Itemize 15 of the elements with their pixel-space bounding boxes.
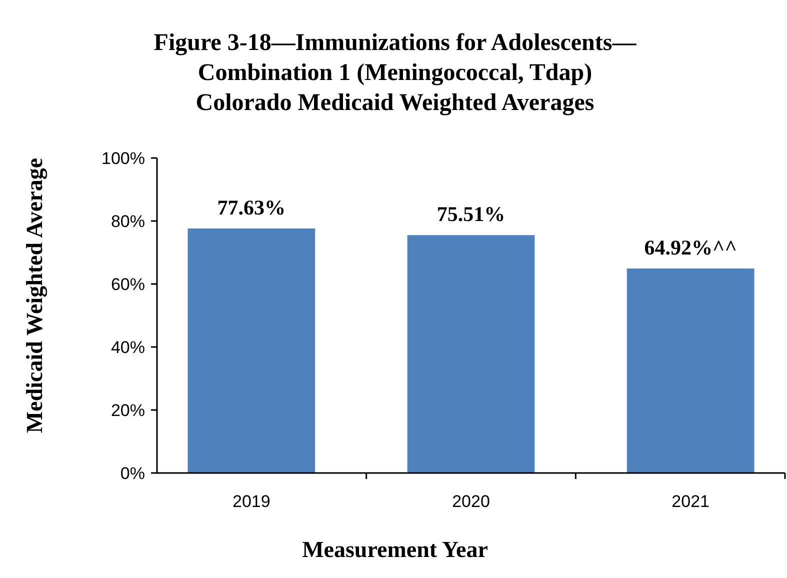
y-tick-label: 40%	[110, 338, 145, 357]
x-tick-label: 2021	[672, 492, 710, 511]
y-tick-label: 0%	[120, 464, 145, 483]
y-axis-title: Medicaid Weighted Average	[22, 158, 48, 434]
y-tick-label: 100%	[102, 148, 145, 168]
y-tick-label: 20%	[110, 400, 145, 420]
x-axis-title: Measurement Year	[302, 537, 488, 562]
x-tick-label: 2019	[232, 492, 270, 511]
data-label: 75.51%	[436, 202, 506, 226]
data-label: 64.92%^^	[644, 236, 737, 260]
y-tick-label: 60%	[110, 274, 145, 294]
y-tick-label: 80%	[110, 212, 145, 231]
data-label: 77.63%	[217, 195, 286, 220]
chart-title: Figure 3-18—Immunizations for Adolescents— Combination 1 (Meningococcal, Tdap) Colorado Medicaid Weighted Averages	[154, 30, 638, 116]
x-tick-label: 2020	[452, 492, 490, 511]
